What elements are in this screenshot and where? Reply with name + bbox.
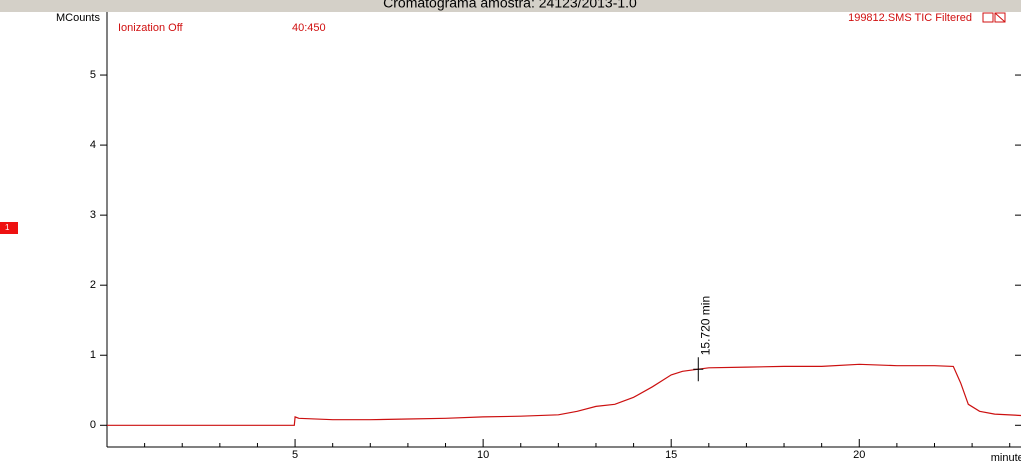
y-tick-label: 1	[90, 349, 96, 361]
x-tick-label: 5	[292, 449, 298, 461]
close-icon[interactable]	[994, 12, 1006, 23]
x-tick-label: 20	[853, 449, 865, 461]
y-tick-label: 4	[90, 139, 96, 151]
marker-label: 1	[5, 223, 10, 232]
y-tick-label: 0	[90, 419, 96, 431]
peak-annotation: 15.720 min	[698, 296, 712, 355]
y-axis-label: MCounts	[56, 12, 101, 24]
x-tick-label: 15	[665, 449, 677, 461]
title-bar	[0, 0, 1021, 12]
y-tick-label: 2	[90, 279, 96, 291]
close-icon-cross	[994, 12, 1006, 23]
mass-range-label: 40:450	[292, 22, 326, 34]
x-tick-label: 10	[477, 449, 489, 461]
chart-title: Cromatograma amostra: 24123/2013-1.0	[383, 0, 637, 11]
marker-box[interactable]	[0, 222, 18, 234]
ionization-label: Ionization Off	[118, 22, 184, 34]
y-tick-label: 5	[90, 69, 96, 81]
trace-line	[107, 363, 1021, 426]
x-axis-label: minutes	[991, 452, 1021, 461]
trace-name: 199812.SMS TIC Filtered	[848, 12, 972, 24]
y-tick-label: 3	[90, 209, 96, 221]
window-icon[interactable]	[982, 12, 994, 23]
